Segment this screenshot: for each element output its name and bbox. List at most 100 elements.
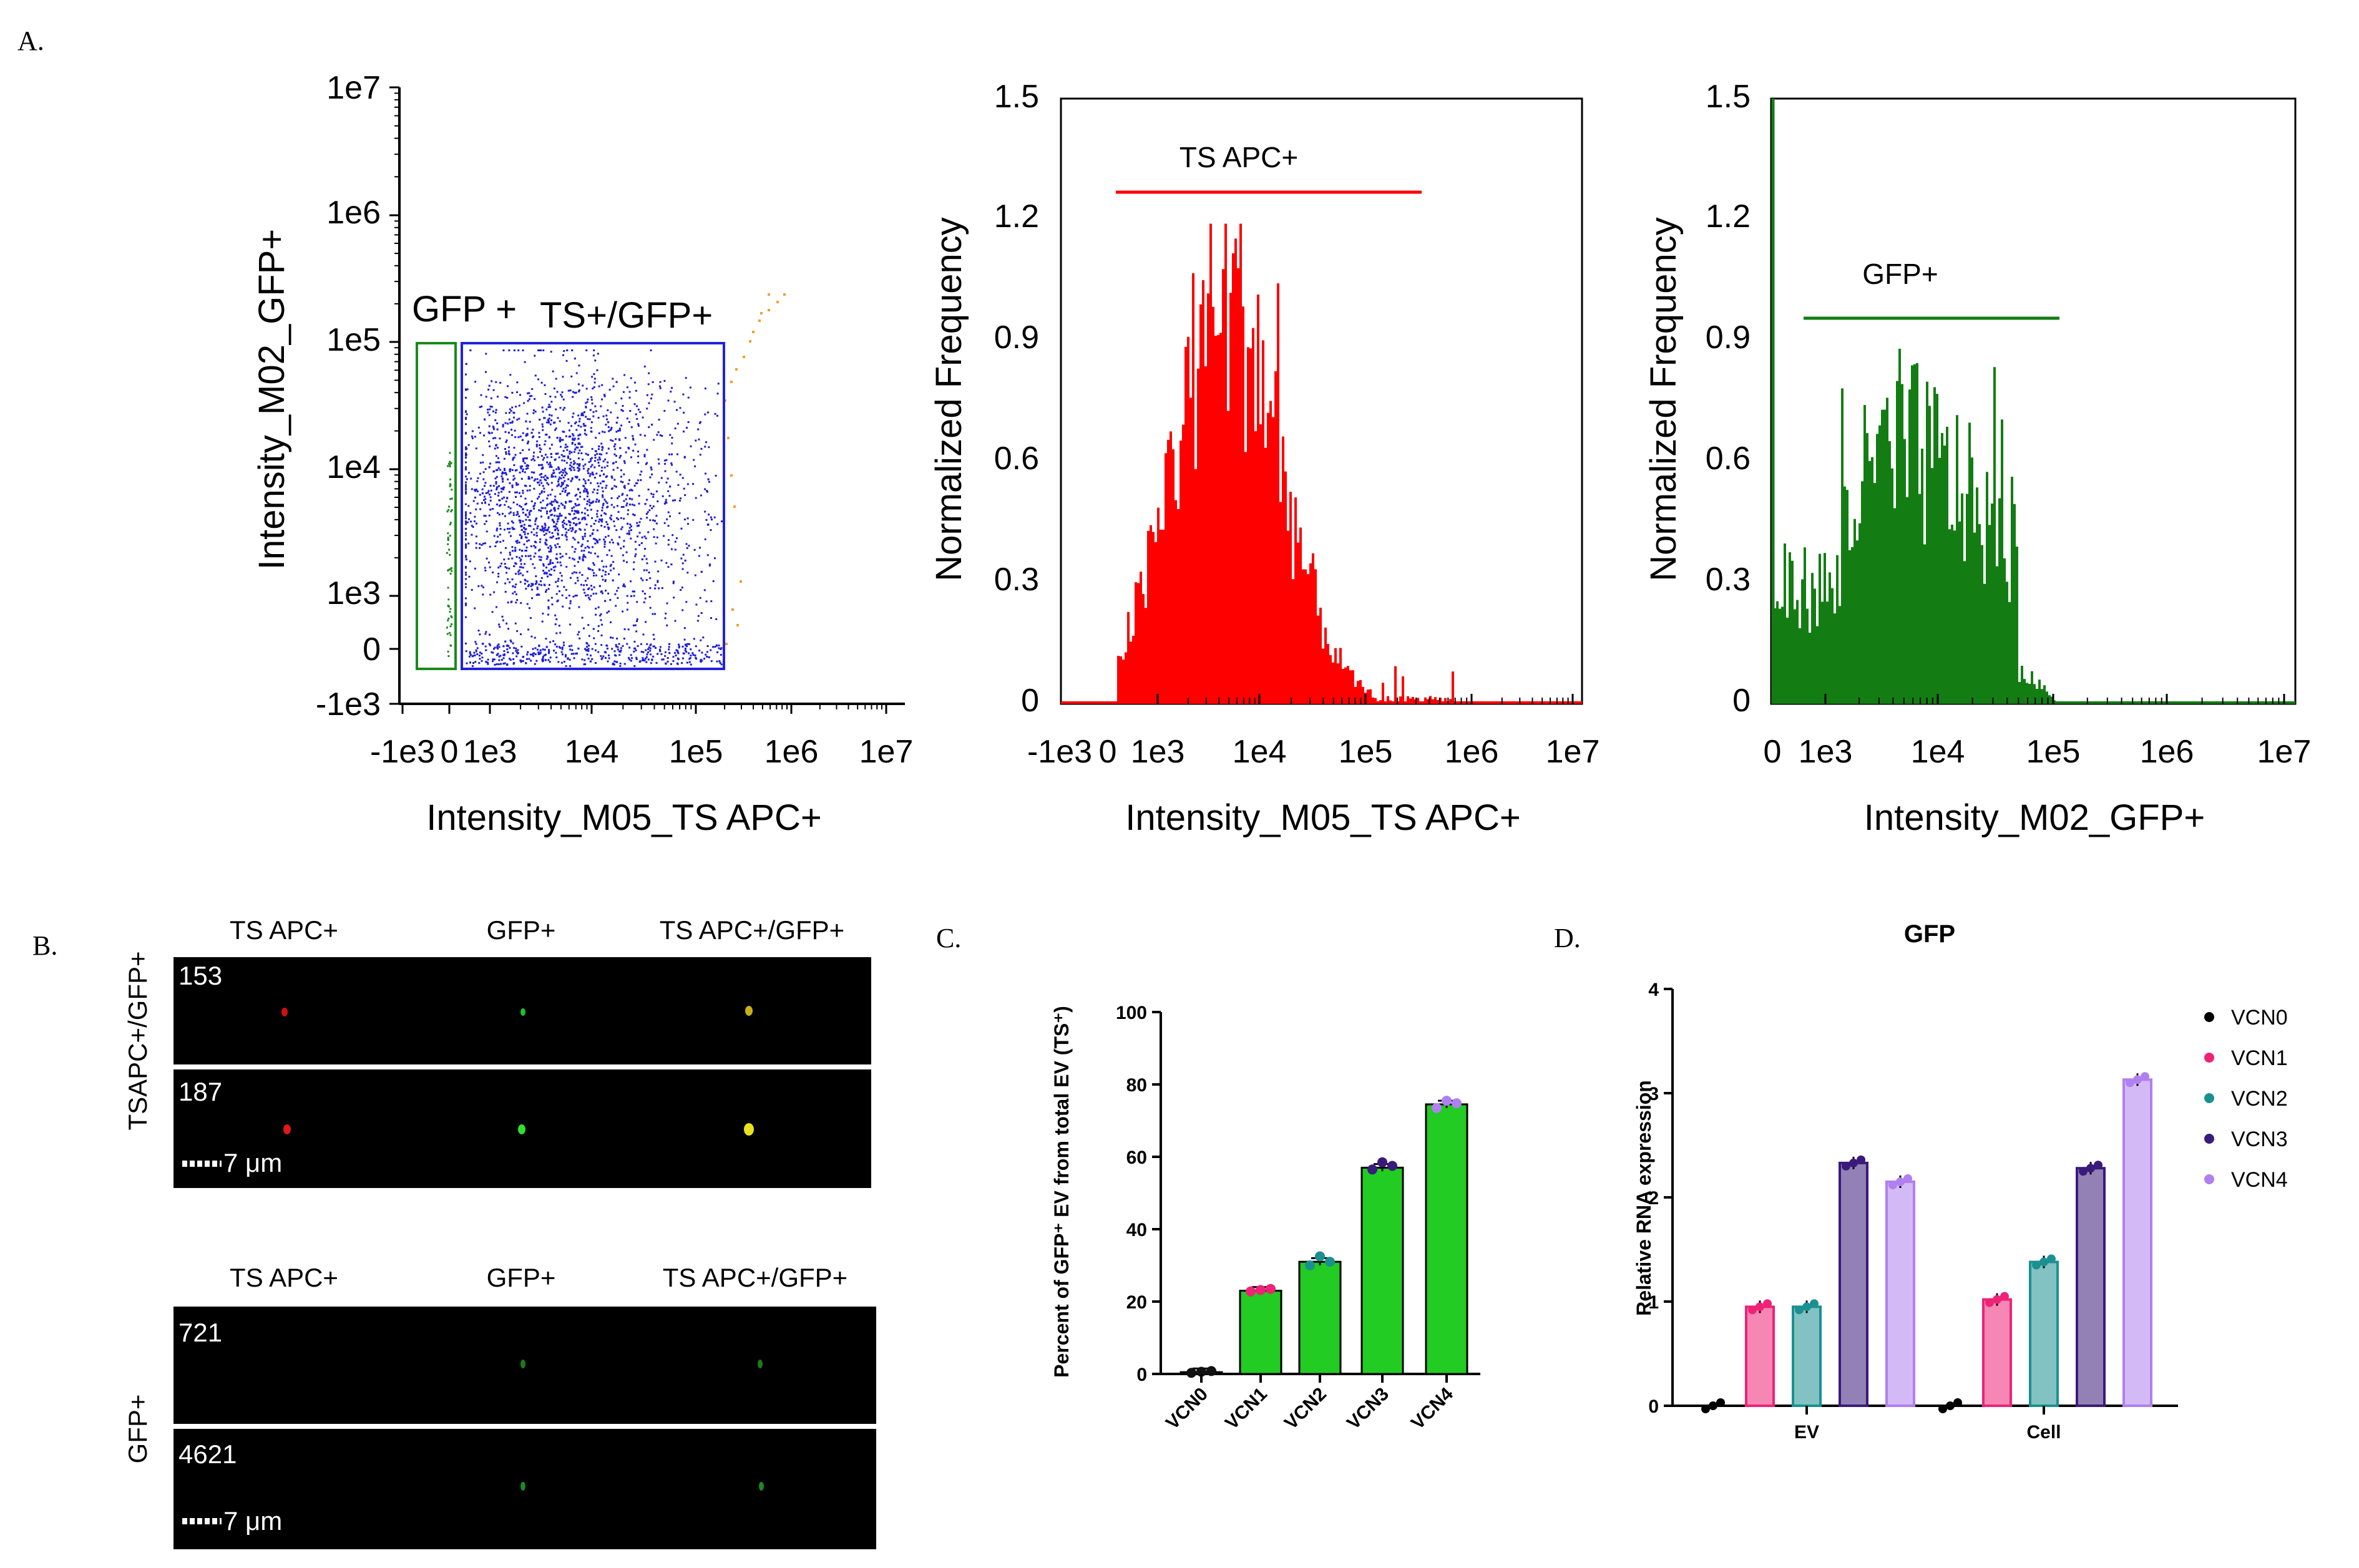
scatter-point [541,464,544,466]
scatter-point [549,396,552,397]
scatter-point [562,526,565,528]
scatter-point [603,540,606,543]
scatter-point [551,504,554,506]
scatter-point [595,662,597,664]
scatter-point [559,441,561,442]
scatter-point [474,496,476,499]
legend-marker [2204,1093,2214,1103]
scatter-point [550,456,553,459]
scatter-point [636,620,638,622]
scatter-point [512,514,515,517]
scatter-point [649,647,652,650]
scatter-point [590,431,592,432]
hist-bar [1172,449,1175,704]
scatter-point [544,543,547,545]
hist-bar [1409,698,1412,704]
scatter-point [447,598,450,601]
scale-text: 7 μm [223,1506,282,1536]
hist-bar [1988,525,1991,704]
c-point [1266,1283,1276,1294]
scatter-point [560,439,562,441]
scatter-point [699,597,701,599]
scatter-point [548,404,550,406]
scatter-point [512,512,515,514]
scatter-point [581,446,584,448]
hist-bar [1182,424,1184,704]
scatter-point [587,472,590,474]
scatter-point [584,512,586,515]
scatter-point [698,438,700,441]
d-point [2000,1292,2009,1301]
scatter-point [630,595,633,597]
scatter-point [610,504,613,506]
scatter-point [710,529,712,531]
scatter-point [534,663,536,665]
scatter-point [671,442,673,445]
scatter-point [538,484,540,486]
scatter-point [592,387,594,390]
scatter-point [563,586,565,588]
scatter-point [668,453,671,455]
scatter-point [686,661,688,664]
hist-bar [1189,397,1192,704]
scatter-point [562,476,565,479]
scatter-point [475,508,477,510]
scatter-point [569,645,570,648]
scatter-point [584,411,585,414]
hist-bar [1232,253,1234,704]
scatter-point [658,419,660,421]
scatter-point [618,429,621,432]
scatter-point [597,606,600,608]
scatter-point [594,552,597,555]
d-point [1953,1398,1962,1407]
scatter-point [564,505,566,507]
scatter-point [562,605,564,608]
d-point [1888,1180,1897,1189]
scale-text: 7 μm [223,1148,282,1177]
scatter-point [580,452,583,454]
scatter-point [592,569,594,572]
scatter-point [528,392,530,394]
scatter-point [477,585,480,587]
scatter-point [570,451,573,454]
scatter-point [575,494,578,496]
scatter-point [530,531,533,533]
scatter-point [553,650,555,652]
scatter-point [681,645,684,648]
scatter-point [513,447,515,449]
scatter-point [587,492,589,495]
scatter-point [550,550,552,553]
hist-bar [1170,431,1172,704]
scatter-point [511,421,514,424]
scatter-point [499,565,502,567]
scatter-point [557,529,559,532]
scatter-point [582,588,585,591]
scatter-point [515,556,518,558]
hist-green-gate-label: GFP+ [1862,258,1938,290]
scatter-point [504,582,507,585]
scatter-point [602,415,605,417]
scatter-point [545,646,548,648]
scatter-point [686,572,689,574]
scatter-point [469,661,471,664]
scatter-point [687,396,690,399]
scatter-outlier [731,608,734,611]
scatter-point [699,454,701,456]
scatter-point [450,567,452,569]
scatter-point [642,416,644,419]
scatter-point [580,550,583,552]
scatter-point [613,453,616,455]
scatter-point [619,665,622,667]
scatter-point [600,514,602,517]
scatter-point [539,479,542,482]
scatter-point [698,555,700,557]
scatter-point [706,645,709,647]
scatter-point [632,439,635,441]
scatter-point [500,663,502,665]
scatter-point [699,547,701,549]
scatter-point [560,446,562,448]
scatter-point [548,652,550,655]
scatter-point [562,439,564,441]
hist-bar [1781,606,1784,704]
scatter-point [475,489,477,490]
